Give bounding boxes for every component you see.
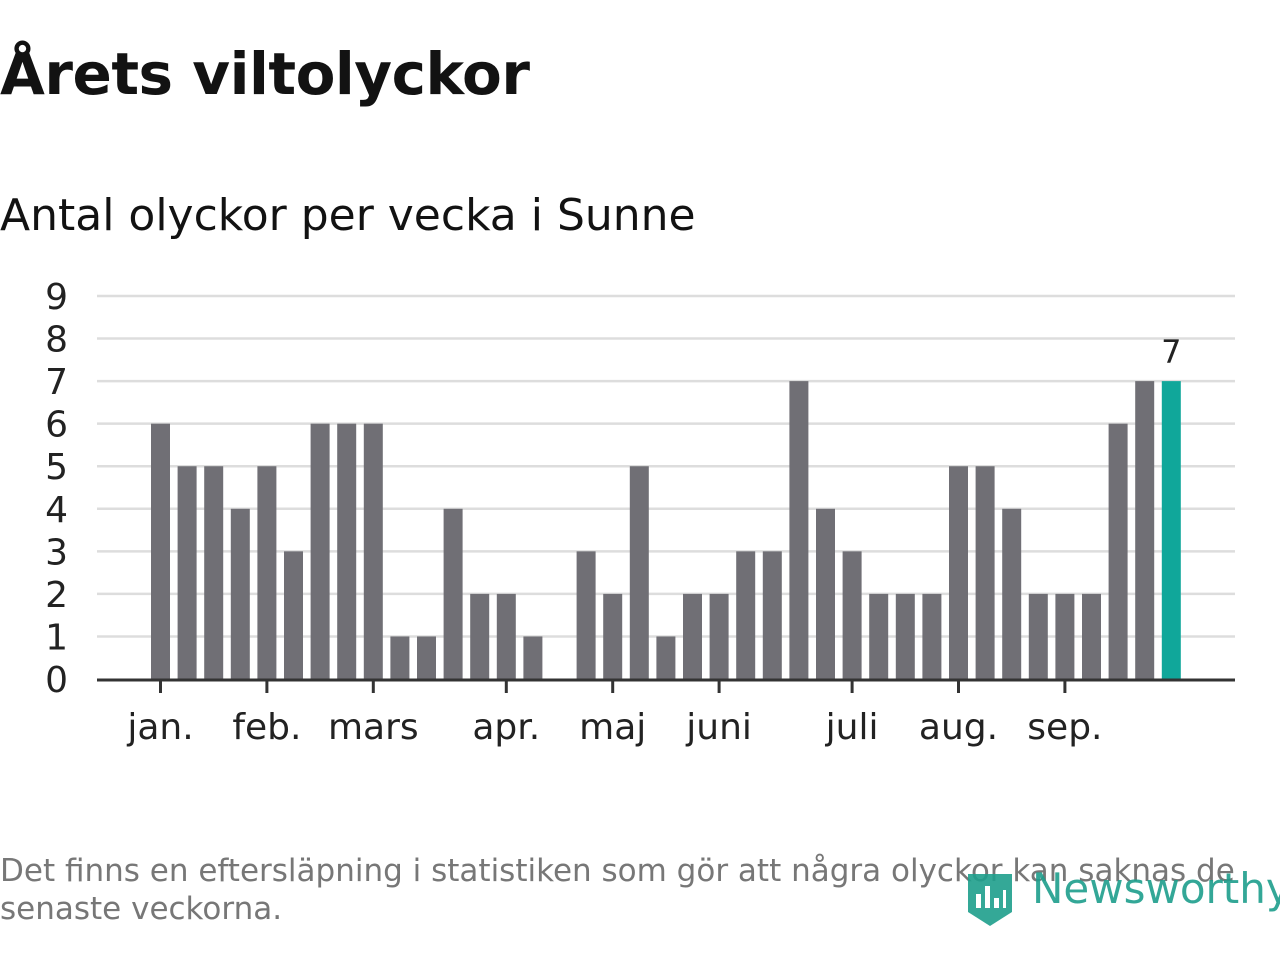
y-tick-label: 8 — [45, 320, 68, 361]
x-axis-ticks: jan. feb. mars apr. maj juni juli aug. sep. — [126, 680, 1103, 748]
bar — [869, 593, 889, 679]
bar — [1135, 381, 1155, 679]
x-tick-label: mars — [328, 707, 419, 748]
y-tick-label: 3 — [45, 532, 68, 573]
bar — [443, 508, 463, 679]
y-tick-label: 5 — [45, 447, 68, 488]
chart-subtitle: Antal olyckor per vecka i Sunne — [0, 190, 696, 241]
bar — [177, 466, 197, 679]
bar — [363, 423, 383, 679]
brand-name: Newsworthy — [1032, 864, 1280, 913]
bar — [390, 636, 410, 679]
bar — [1082, 593, 1101, 679]
bar — [1108, 423, 1128, 679]
bar — [789, 381, 809, 679]
highlight-value-label: 7 — [1161, 333, 1181, 371]
bar — [310, 423, 330, 679]
bar — [417, 636, 436, 679]
bar — [284, 551, 303, 679]
bar — [683, 593, 702, 679]
bar — [470, 593, 490, 679]
y-tick-label: 2 — [45, 575, 68, 616]
footnote: Det finns en eftersläpning i statistiken… — [0, 853, 1235, 927]
x-tick-label: jan. — [126, 707, 193, 748]
bar — [922, 593, 942, 679]
bars — [151, 381, 1181, 679]
bar — [576, 551, 596, 679]
bar — [337, 423, 357, 679]
bar — [257, 466, 277, 679]
bar — [204, 466, 224, 679]
y-tick-label: 6 — [45, 405, 68, 446]
bar — [603, 593, 623, 679]
y-tick-label: 4 — [45, 490, 68, 531]
x-tick-label: juli — [825, 707, 879, 748]
bar — [151, 423, 170, 679]
bar-highlight — [1161, 381, 1181, 679]
bar — [1002, 508, 1022, 679]
bar — [1055, 593, 1075, 679]
x-tick-label: apr. — [472, 707, 540, 748]
bar — [1028, 593, 1048, 679]
bar — [842, 551, 862, 679]
bar — [816, 508, 835, 679]
x-tick-label: feb. — [232, 707, 301, 748]
bar — [895, 593, 915, 679]
chart-title: Årets viltolyckor — [0, 40, 530, 108]
bar — [709, 593, 729, 679]
bar — [949, 466, 968, 679]
bar — [656, 636, 676, 679]
brand-logo: Newsworthy — [962, 862, 1280, 932]
bar — [762, 551, 782, 679]
bar — [496, 593, 516, 679]
bar — [736, 551, 756, 679]
x-tick-label: maj — [579, 707, 646, 748]
x-tick-label: aug. — [919, 707, 998, 748]
y-tick-label: 0 — [45, 660, 68, 701]
bar — [629, 466, 649, 679]
x-tick-label: sep. — [1027, 707, 1102, 748]
bar — [523, 636, 543, 679]
bar — [230, 508, 250, 679]
x-tick-label: juni — [685, 707, 752, 748]
y-tick-label: 7 — [45, 362, 68, 403]
newsworthy-logo-icon — [968, 874, 1012, 926]
y-tick-label: 9 — [45, 277, 68, 318]
bar — [975, 466, 995, 679]
y-tick-label: 1 — [45, 617, 68, 658]
